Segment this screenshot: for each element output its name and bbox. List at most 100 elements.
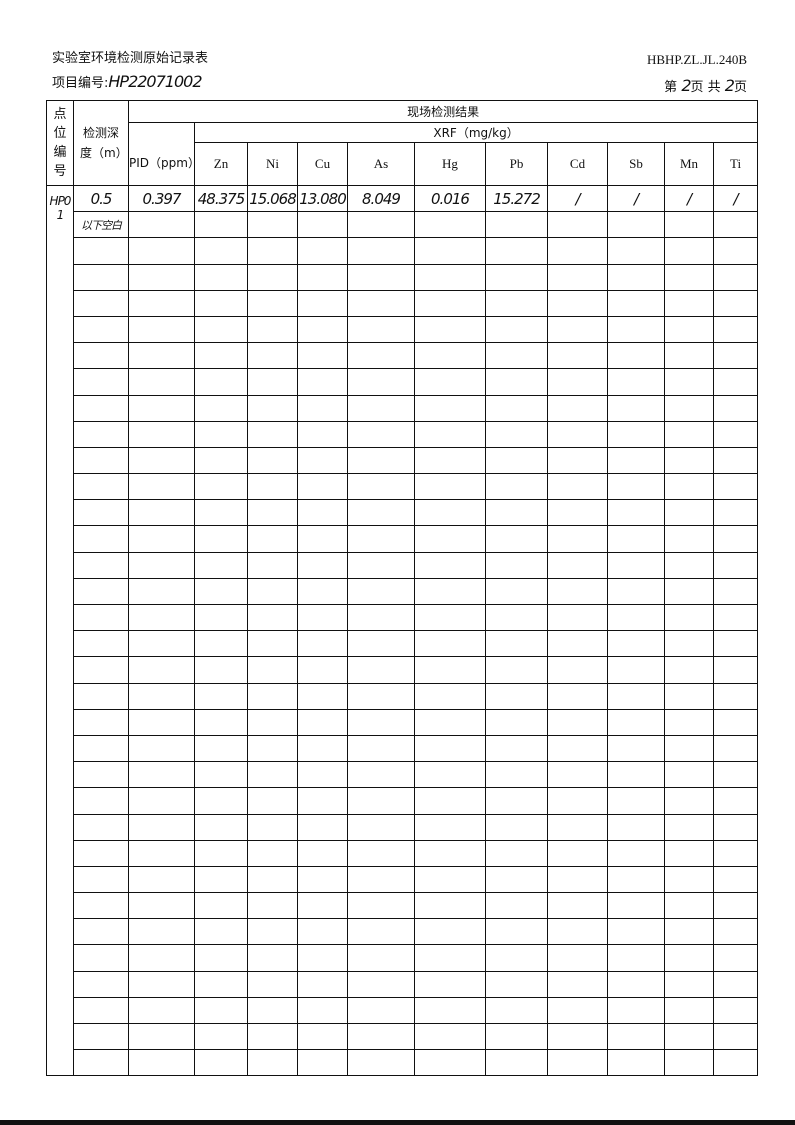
element-cell [712,499,759,527]
depth-cell [73,551,129,579]
header-results: 现场检测结果 [127,100,759,123]
element-cell [664,682,714,710]
project-number-value: HP22071002 [108,72,202,91]
table-row [47,761,759,789]
pid-cell [128,289,195,317]
element-cell [712,656,759,684]
depth-cell [73,787,129,815]
depth-cell [73,1049,129,1077]
table-row [47,577,759,606]
element-cell [297,394,348,422]
element-cell [607,368,665,396]
scan-edge [0,1120,795,1125]
element-cell [194,499,248,527]
depth-cell [73,892,129,920]
element-cell [347,289,415,317]
element-cell [347,970,415,998]
element-cell [485,315,548,344]
element-cell [347,499,415,527]
table-row [47,525,759,553]
element-cell [247,734,298,763]
element-cell [485,892,548,920]
element-cell [547,761,608,789]
header-element-ti: Ti [712,142,759,186]
header-element-mn: Mn [664,142,714,186]
header-xrf: XRF（mg/kg） [193,122,759,143]
element-cell [347,263,415,291]
element-cell [664,996,714,1025]
element-cell [712,1022,759,1051]
pid-cell [128,1049,195,1077]
element-cell [414,787,486,815]
element-cell [414,446,486,475]
element-cell [712,839,759,867]
page-total: 2 [724,76,735,95]
element-cell [414,813,486,841]
table-row [47,263,759,291]
pid-cell [128,761,195,789]
element-cell [297,708,348,736]
element-cell [712,787,759,815]
element-cell [347,342,415,370]
element-cell [547,368,608,396]
element-cell [414,970,486,998]
element-cell [194,394,248,422]
element-cell [194,368,248,396]
element-cell [547,263,608,291]
element-cell [347,787,415,815]
project-number: 项目编号:HP22071002 [52,72,203,91]
element-cell [547,996,608,1025]
element-cell [664,473,714,501]
element-cell [194,944,248,972]
element-cell [347,865,415,894]
element-cell [347,682,415,710]
element-cell [414,394,486,422]
element-cell [194,525,248,553]
depth-cell [73,237,129,265]
element-cell [547,708,608,736]
depth-cell [73,263,129,291]
element-cell [664,289,714,317]
element-cell [297,630,348,658]
element-cell [414,1022,486,1051]
table-row [47,865,759,894]
element-cell [664,787,714,815]
element-cell [485,970,548,998]
page-prefix: 第 [664,80,678,95]
element-cell [414,603,486,632]
element-cell [712,603,759,632]
element-cell [712,708,759,736]
element-cell [194,237,248,265]
element-cell [297,368,348,396]
element-cell [297,420,348,448]
element-cell [485,944,548,972]
element-cell [607,315,665,344]
pid-cell [128,996,195,1025]
element-cell [247,237,298,265]
table-row [47,996,759,1025]
element-cell [347,892,415,920]
element-cell [607,970,665,998]
element-cell [485,865,548,894]
element-cell [347,761,415,789]
element-cell [607,420,665,448]
element-cell [297,525,348,553]
element-cell [607,551,665,579]
element-cell: 48.375 [194,184,248,213]
element-cell [712,1049,759,1077]
element-cell [547,525,608,553]
element-cell [712,996,759,1025]
element-cell [547,865,608,894]
depth-cell [73,577,129,606]
element-cell [247,525,298,553]
element-cell [414,499,486,527]
table-row [47,1049,759,1077]
element-cell [664,761,714,789]
element-cell [194,708,248,736]
element-cell [712,342,759,370]
element-cell [664,892,714,920]
depth-cell [73,525,129,553]
depth-cell [73,656,129,684]
depth-cell [73,761,129,789]
element-cell [247,761,298,789]
